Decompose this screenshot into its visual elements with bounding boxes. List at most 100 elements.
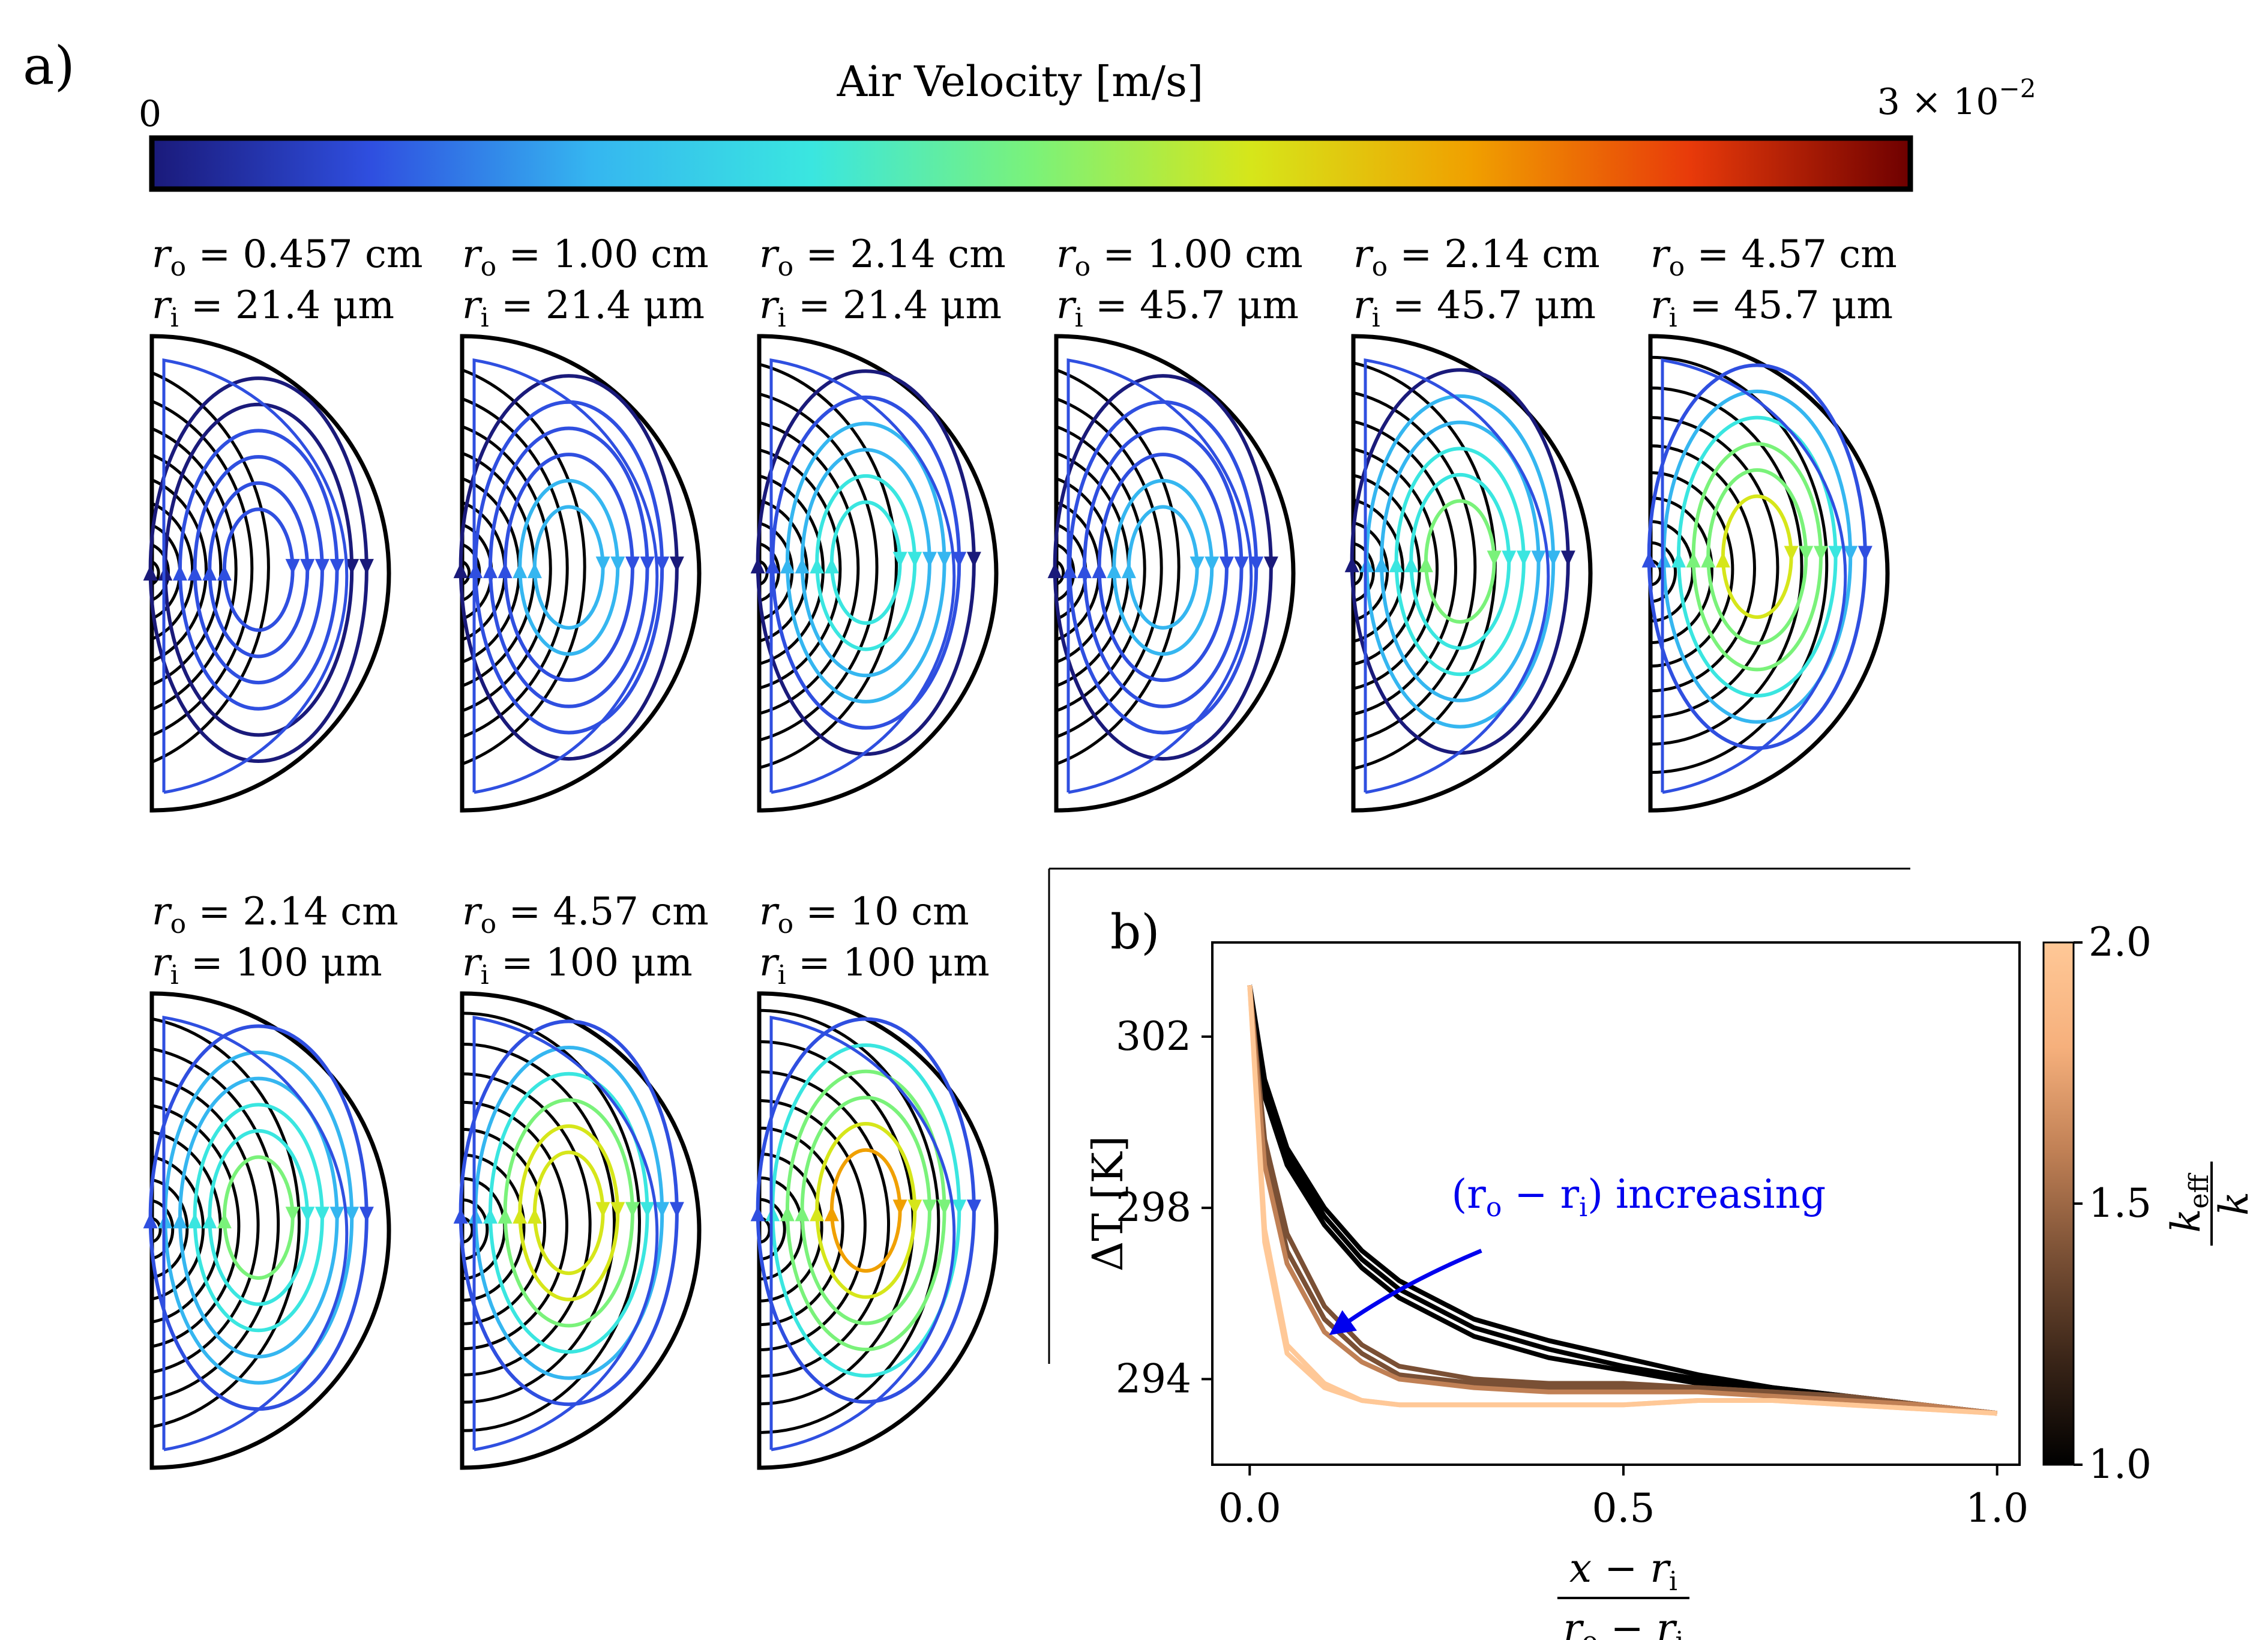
streamline-arrow <box>172 565 187 581</box>
isotherm-line <box>151 478 208 663</box>
isotherm-line <box>759 363 898 770</box>
subplot-ro-label: ro = 1.00 cm <box>1056 232 1303 282</box>
streamline-arrow <box>795 1205 810 1222</box>
isotherm-line <box>151 453 223 687</box>
streamline-arrow <box>314 1207 329 1223</box>
streamline-arrow <box>824 558 839 574</box>
streamline-arrow <box>1219 556 1234 573</box>
streamline-arrow <box>610 556 625 573</box>
streamline-arrow <box>1121 562 1136 579</box>
streamline-arrow <box>610 1202 625 1218</box>
streamline-arrow <box>527 1208 542 1224</box>
streamline-arrow <box>453 1208 468 1224</box>
colorbar-gradient-bar <box>149 135 1913 192</box>
isotherm-line <box>151 1104 241 1348</box>
streamline-arrow <box>1843 546 1858 562</box>
streamline-arrow <box>922 1199 937 1216</box>
isotherm-line <box>462 1153 526 1302</box>
streamline-arrow <box>217 1213 232 1229</box>
streamline-arrow <box>513 562 528 579</box>
streamline-arrow <box>937 552 952 568</box>
subplot-ri-label: ri = 100 μm <box>152 941 382 990</box>
streamline-arrow <box>359 1207 374 1223</box>
isotherm-line <box>151 1017 301 1429</box>
streamline-arrow <box>1701 552 1716 568</box>
plot-frame <box>1211 941 2021 1466</box>
boundary-streamline <box>472 358 659 794</box>
boundary-streamline <box>769 358 956 794</box>
streamline-arrow <box>143 1213 158 1229</box>
streamline-arrow <box>217 565 232 581</box>
x-axis-label: x − ri ro − ri <box>1557 1545 1689 1640</box>
streamline-arrow <box>143 565 158 581</box>
x-tick-label: 1.0 <box>1966 1485 2029 1531</box>
subplot-ro-label: ro = 4.57 cm <box>462 890 709 939</box>
colorbar-label-denominator: k <box>2211 1192 2257 1216</box>
streamline-arrow <box>359 559 374 575</box>
streamline-arrow <box>498 1208 513 1224</box>
y-tick-label: 302 <box>1116 1013 1191 1060</box>
series-line-keff/k=1.45 <box>1247 984 1998 1416</box>
isotherm-line <box>759 1008 940 1434</box>
isotherm-line <box>151 1217 162 1244</box>
colorbar-tick-label: 1.0 <box>2089 1441 2152 1488</box>
subplot-ro-label: ro = 2.14 cm <box>759 232 1006 282</box>
streamline-arrow <box>344 559 359 575</box>
streamline-arrow <box>640 1202 655 1218</box>
isotherm-line <box>759 474 825 666</box>
streamline-arrow <box>1546 550 1561 567</box>
isotherm-line <box>1055 560 1065 586</box>
streamline-arrow <box>1190 556 1205 573</box>
series-lines <box>1247 984 1998 1416</box>
streamline-arrow <box>892 552 907 568</box>
streamline-arrow <box>595 1202 610 1218</box>
subplot-ro-label: ro = 10 cm <box>759 890 969 939</box>
streamlines <box>453 1016 684 1452</box>
subplot-ro-label: ro = 4.57 cm <box>1650 232 1897 282</box>
streamline-arrow <box>1857 546 1872 562</box>
streamlines <box>1047 358 1278 794</box>
streamline-arrow <box>1531 550 1546 567</box>
streamline-arrow <box>1487 550 1502 567</box>
streamline-arrow <box>1047 562 1062 579</box>
streamline-arrow <box>202 565 217 581</box>
colorbar-label-numerator: keff <box>2163 1173 2215 1233</box>
streamline-arrow <box>1077 562 1092 579</box>
streamline-arrow <box>1641 552 1656 568</box>
colorbar-tick-label: 2.0 <box>2089 919 2152 965</box>
streamline-arrow <box>937 1199 952 1216</box>
streamline-arrow <box>1784 546 1799 562</box>
streamline-arrow <box>669 556 684 573</box>
subplot-ri-label: ri = 21.4 μm <box>462 283 705 333</box>
streamline-arrow <box>483 1208 498 1224</box>
streamline-arrow <box>795 558 810 574</box>
streamline-arrow <box>625 1202 640 1218</box>
streamline-arrow <box>750 1205 765 1222</box>
streamline-arrow <box>952 1199 967 1216</box>
isotherm-line <box>759 448 842 690</box>
boundary-streamline <box>1364 358 1550 794</box>
isotherm-line <box>1056 425 1146 713</box>
isotherm-line <box>1056 368 1181 766</box>
colorbar-min-label: 0 <box>139 93 161 135</box>
boundary-streamline <box>162 1016 349 1452</box>
subplot-ro-label: ro = 2.14 cm <box>1353 232 1600 282</box>
streamline-arrow <box>669 1202 684 1218</box>
isotherm-line <box>151 1047 280 1401</box>
x-label-numerator: x − ri <box>1569 1545 1677 1597</box>
boundary-streamline <box>472 1016 659 1452</box>
y-tick-label: 298 <box>1116 1184 1191 1231</box>
streamline-arrow <box>187 565 202 581</box>
streamlines <box>143 1016 374 1452</box>
streamline-arrow <box>300 1207 315 1223</box>
half-disc-boundary <box>757 991 999 1470</box>
streamline-arrow <box>966 552 981 568</box>
streamline-arrow <box>1092 562 1107 579</box>
colorbar-max-label: 3 × 10−2 <box>1877 74 2036 123</box>
